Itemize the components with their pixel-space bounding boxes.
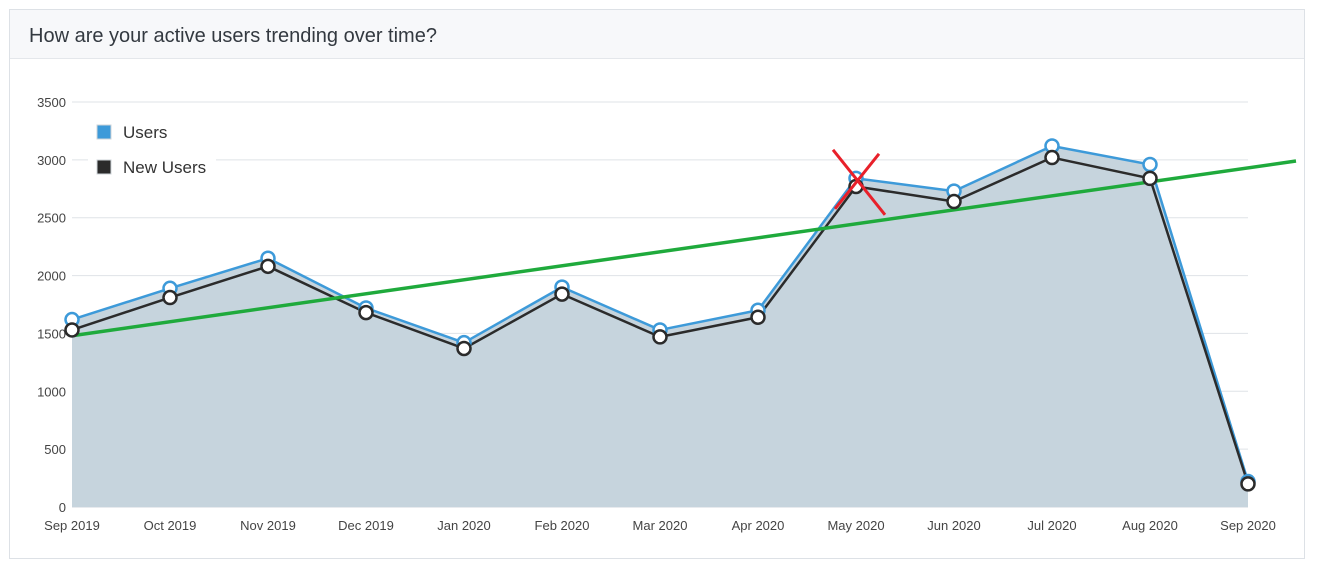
y-tick-label: 2000 [37, 269, 66, 284]
trendline [71, 159, 1297, 338]
x-axis-ticks: Sep 2019 Oct 2019 Nov 2019 Dec 2019 Jan 2020… [44, 518, 1276, 533]
legend-swatch-new-users [96, 159, 112, 175]
panel-title: How are your active users trending over … [10, 10, 1304, 59]
y-tick-label: 3000 [37, 153, 66, 168]
x-tick-label: Dec 2019 [338, 518, 394, 533]
x-tick-label: Feb 2020 [535, 518, 590, 533]
x-tick-label: Oct 2019 [144, 518, 197, 533]
new-users-point [1044, 149, 1060, 166]
x-tick-label: Sep 2020 [1220, 518, 1276, 533]
x-tick-label: Apr 2020 [732, 518, 785, 533]
x-marker-stroke [833, 152, 881, 210]
area-fill-path [72, 145, 1248, 507]
x-tick-label: May 2020 [827, 518, 884, 533]
area-fill [72, 145, 1248, 507]
legend: Users New Users [88, 118, 216, 184]
x-tick-label: Nov 2019 [240, 518, 296, 533]
legend-label-users: Users [123, 123, 167, 142]
new-users-point [1142, 170, 1158, 187]
y-axis-ticks: 0 500 1000 1500 2000 2500 3000 3500 [37, 95, 66, 515]
new-users-point [358, 304, 374, 321]
new-users-point [64, 322, 80, 338]
x-marker [831, 148, 887, 216]
x-tick-label: Mar 2020 [633, 518, 688, 533]
x-tick-label: Jan 2020 [437, 518, 491, 533]
new-users-point [162, 289, 178, 306]
x-tick-label: Sep 2019 [44, 518, 100, 533]
x-tick-label: Aug 2020 [1122, 518, 1178, 533]
new-users-point [456, 340, 472, 357]
new-users-point [260, 258, 276, 275]
y-tick-label: 3500 [37, 95, 66, 110]
x-tick-label: Jun 2020 [927, 518, 981, 533]
y-tick-label: 1000 [37, 384, 66, 399]
y-tick-label: 0 [59, 500, 66, 515]
new-users-point [750, 309, 766, 325]
y-tick-label: 500 [44, 442, 66, 457]
users-point [1142, 156, 1158, 173]
y-tick-label: 1500 [37, 326, 66, 341]
new-users-point [1240, 476, 1256, 492]
x-tick-label: Jul 2020 [1027, 518, 1076, 533]
legend-swatch-users [96, 124, 112, 140]
new-users-point [652, 329, 668, 345]
new-users-point [554, 286, 570, 302]
x-marker-stroke [831, 148, 887, 216]
y-tick-label: 2500 [37, 211, 66, 226]
new-users-point [946, 193, 962, 210]
trend-line [71, 159, 1297, 338]
legend-label-new-users: New Users [123, 158, 206, 177]
